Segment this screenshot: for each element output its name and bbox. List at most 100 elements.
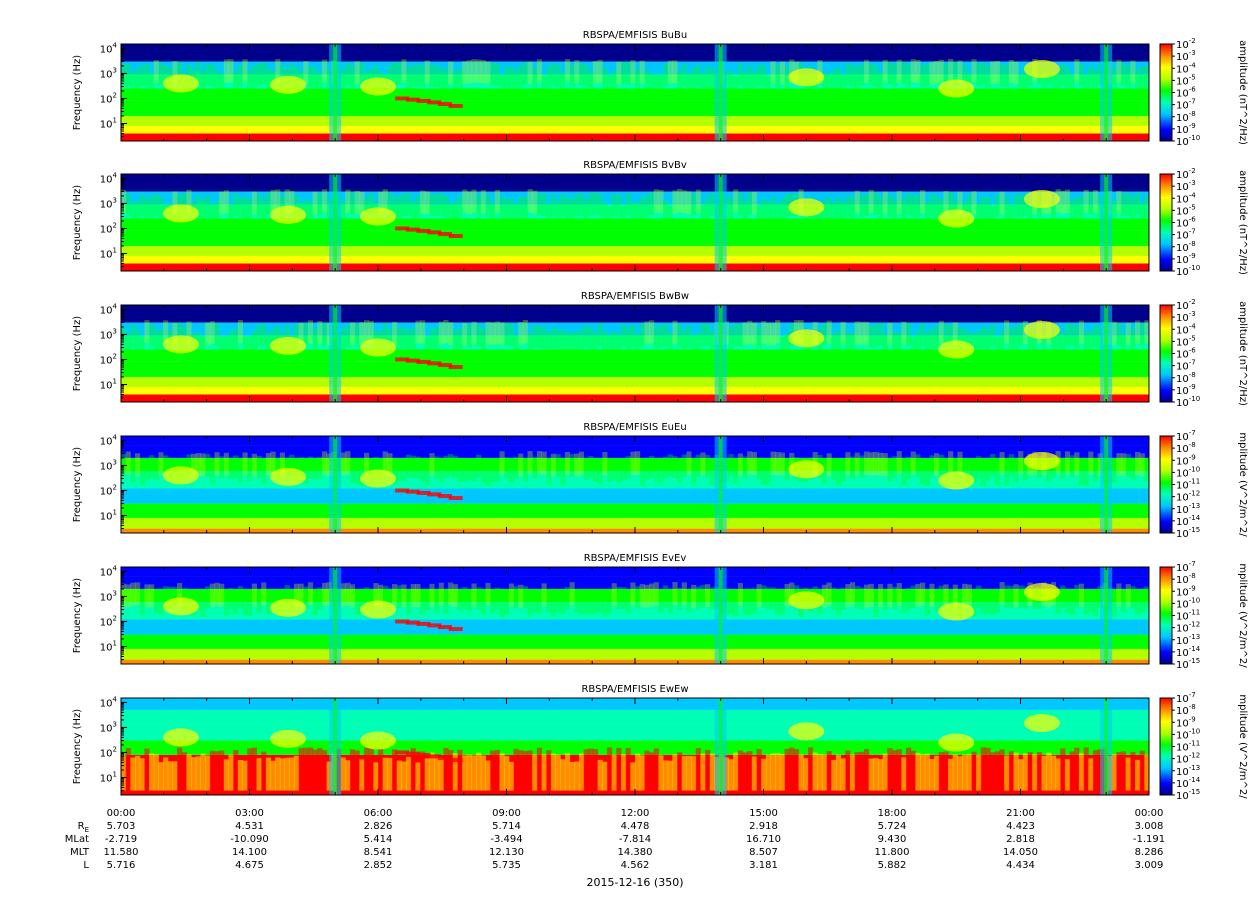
colorbar-tick-label: 10-4: [1176, 322, 1196, 336]
colorbar-tick-label: 10-8: [1176, 703, 1196, 717]
spectrogram-image: [121, 567, 1149, 664]
ephemeris-value: 5.714: [492, 821, 521, 832]
colorbar-tick-label: 10-11: [1176, 609, 1200, 623]
colorbar-tick-label: 10-15: [1176, 657, 1200, 671]
colorbar-tick-label: 10-7: [1176, 359, 1196, 373]
ephemeris-value: 16.710: [746, 834, 781, 845]
colorbar-tick-label: 10-5: [1176, 334, 1196, 348]
colorbar-tick-label: 10-12: [1176, 490, 1200, 504]
ephemeris-value: 2.818: [1006, 834, 1035, 845]
ephemeris-value: 5.703: [107, 821, 136, 832]
ephemeris-value: 3.008: [1135, 821, 1164, 832]
colorbar-tick-label: 10-8: [1176, 110, 1196, 124]
spectrogram-image: [121, 44, 1149, 141]
ephemeris-value: 5.724: [878, 821, 907, 832]
colorbar-tick-label: 10-10: [1176, 465, 1200, 479]
colorbar: 10-210-310-410-510-610-710-810-910-10 amp…: [1159, 167, 1248, 278]
ephemeris-value: 12.130: [489, 847, 524, 858]
ephemeris-value: 14.380: [618, 847, 653, 858]
colorbar-tick-label: 10-14: [1176, 776, 1201, 790]
ephemeris-value: 5.735: [492, 860, 521, 871]
colorbar: 10-210-310-410-510-610-710-810-910-10 amp…: [1159, 298, 1248, 409]
colorbar-tick-label: 10-7: [1176, 228, 1196, 242]
panel-title: RBSPA/EMFISIS EvEv: [584, 553, 687, 564]
colorbar-tick-label: 10-10: [1176, 264, 1200, 278]
y-tick-label: 102: [100, 483, 117, 497]
colorbar-tick-label: 10-4: [1176, 191, 1196, 205]
y-tick-label: 103: [100, 327, 117, 341]
colorbar-label: mplitude (V^2/m^2/: [1237, 432, 1248, 537]
ephemeris-value: 4.423: [1006, 821, 1035, 832]
colorbar-label: mplitude (V^2/m^2/: [1237, 563, 1248, 668]
colorbar-tick-label: 10-12: [1176, 621, 1200, 635]
ephemeris-value: 2.918: [749, 821, 778, 832]
panel-title: RBSPA/EMFISIS EuEu: [583, 422, 686, 433]
x-tick-label: 03:00: [235, 808, 264, 819]
panel-title: RBSPA/EMFISIS EwEw: [581, 684, 688, 695]
colorbar-tick-label: 10-7: [1176, 691, 1196, 705]
colorbar-tick-label: 10-12: [1176, 752, 1200, 766]
ephemeris-value: -10.090: [230, 834, 269, 845]
y-tick-label: 101: [100, 117, 117, 131]
ephemeris-value: 11.800: [875, 847, 910, 858]
ephemeris-value: -1.191: [1133, 834, 1165, 845]
spectrogram-panel-3: RBSPA/EMFISIS BwBw Frequency (Hz) 101 102 10…: [72, 291, 1248, 409]
y-tick-label: 101: [100, 247, 117, 261]
colorbar-label: amplitude (nT^2/Hz): [1237, 170, 1248, 275]
colorbar-tick-label: 10-13: [1176, 764, 1200, 778]
colorbar-tick-label: 10-6: [1176, 216, 1196, 230]
spectrogram-panel-6: RBSPA/EMFISIS EwEw Frequency (Hz) 101 102 10…: [72, 684, 1248, 802]
spectrogram-panel-1: RBSPA/EMFISIS BuBu Frequency (Hz) 101 102 10…: [72, 30, 1248, 148]
spectrogram-image: [121, 436, 1149, 533]
colorbar-tick-label: 10-7: [1176, 98, 1196, 112]
colorbar-tick-label: 10-10: [1176, 134, 1200, 148]
ephemeris-row-label: MLT: [70, 847, 90, 858]
spectrogram-image: [121, 305, 1149, 402]
x-tick-label: 00:00: [1135, 808, 1164, 819]
colorbar-tick-label: 10-10: [1176, 727, 1200, 741]
colorbar-tick-label: 10-5: [1176, 73, 1196, 87]
ephemeris-value: 5.882: [878, 860, 907, 871]
x-tick-label: 18:00: [878, 808, 907, 819]
colorbar-tick-label: 10-2: [1176, 37, 1196, 51]
colorbar-tick-label: 10-8: [1176, 371, 1196, 385]
colorbar-tick-label: 10-4: [1176, 61, 1196, 75]
ephemeris-value: 3.181: [749, 860, 778, 871]
panel-title: RBSPA/EMFISIS BvBv: [583, 160, 687, 171]
colorbar-tick-label: 10-5: [1176, 203, 1196, 217]
colorbar-tick-label: 10-14: [1176, 514, 1201, 528]
y-axis-label: Frequency (Hz): [72, 55, 83, 131]
y-tick-label: 102: [100, 745, 117, 759]
colorbar-tick-label: 10-2: [1176, 298, 1196, 312]
colorbar-tick-label: 10-9: [1176, 453, 1196, 467]
spectrogram-image: [121, 698, 1149, 795]
colorbar-tick-label: 10-11: [1176, 740, 1200, 754]
colorbar-tick-label: 10-3: [1176, 49, 1196, 63]
colorbar-tick-label: 10-8: [1176, 240, 1196, 254]
ephemeris-value: -2.719: [105, 834, 137, 845]
colorbar-tick-label: 10-15: [1176, 526, 1200, 540]
ephemeris-row-label: MLat: [65, 834, 89, 845]
colorbar-tick-label: 10-15: [1176, 788, 1200, 802]
colorbar: 10-710-810-910-1010-1110-1210-1310-1410-…: [1159, 429, 1248, 540]
colorbar-tick-label: 10-9: [1176, 383, 1196, 397]
y-tick-label: 101: [100, 378, 117, 392]
colorbar-tick-label: 10-9: [1176, 584, 1196, 598]
y-tick-label: 103: [100, 720, 117, 734]
colorbar-tick-label: 10-10: [1176, 395, 1200, 409]
spectrogram-panel-4: RBSPA/EMFISIS EuEu Frequency (Hz) 101 102 10…: [72, 422, 1248, 540]
y-tick-label: 101: [100, 640, 117, 654]
colorbar-tick-label: 10-10: [1176, 596, 1200, 610]
ephemeris-value: 8.507: [749, 847, 778, 858]
colorbar-tick-label: 10-13: [1176, 502, 1200, 516]
y-tick-label: 103: [100, 589, 117, 603]
ephemeris-value: 14.050: [1003, 847, 1038, 858]
ephemeris-value: 4.675: [235, 860, 264, 871]
y-tick-label: 104: [100, 695, 118, 709]
colorbar-tick-label: 10-11: [1176, 478, 1200, 492]
colorbar-tick-label: 10-14: [1176, 645, 1201, 659]
x-tick-label: 15:00: [749, 808, 778, 819]
colorbar-tick-label: 10-7: [1176, 560, 1196, 574]
ephemeris-value: 2.826: [364, 821, 393, 832]
